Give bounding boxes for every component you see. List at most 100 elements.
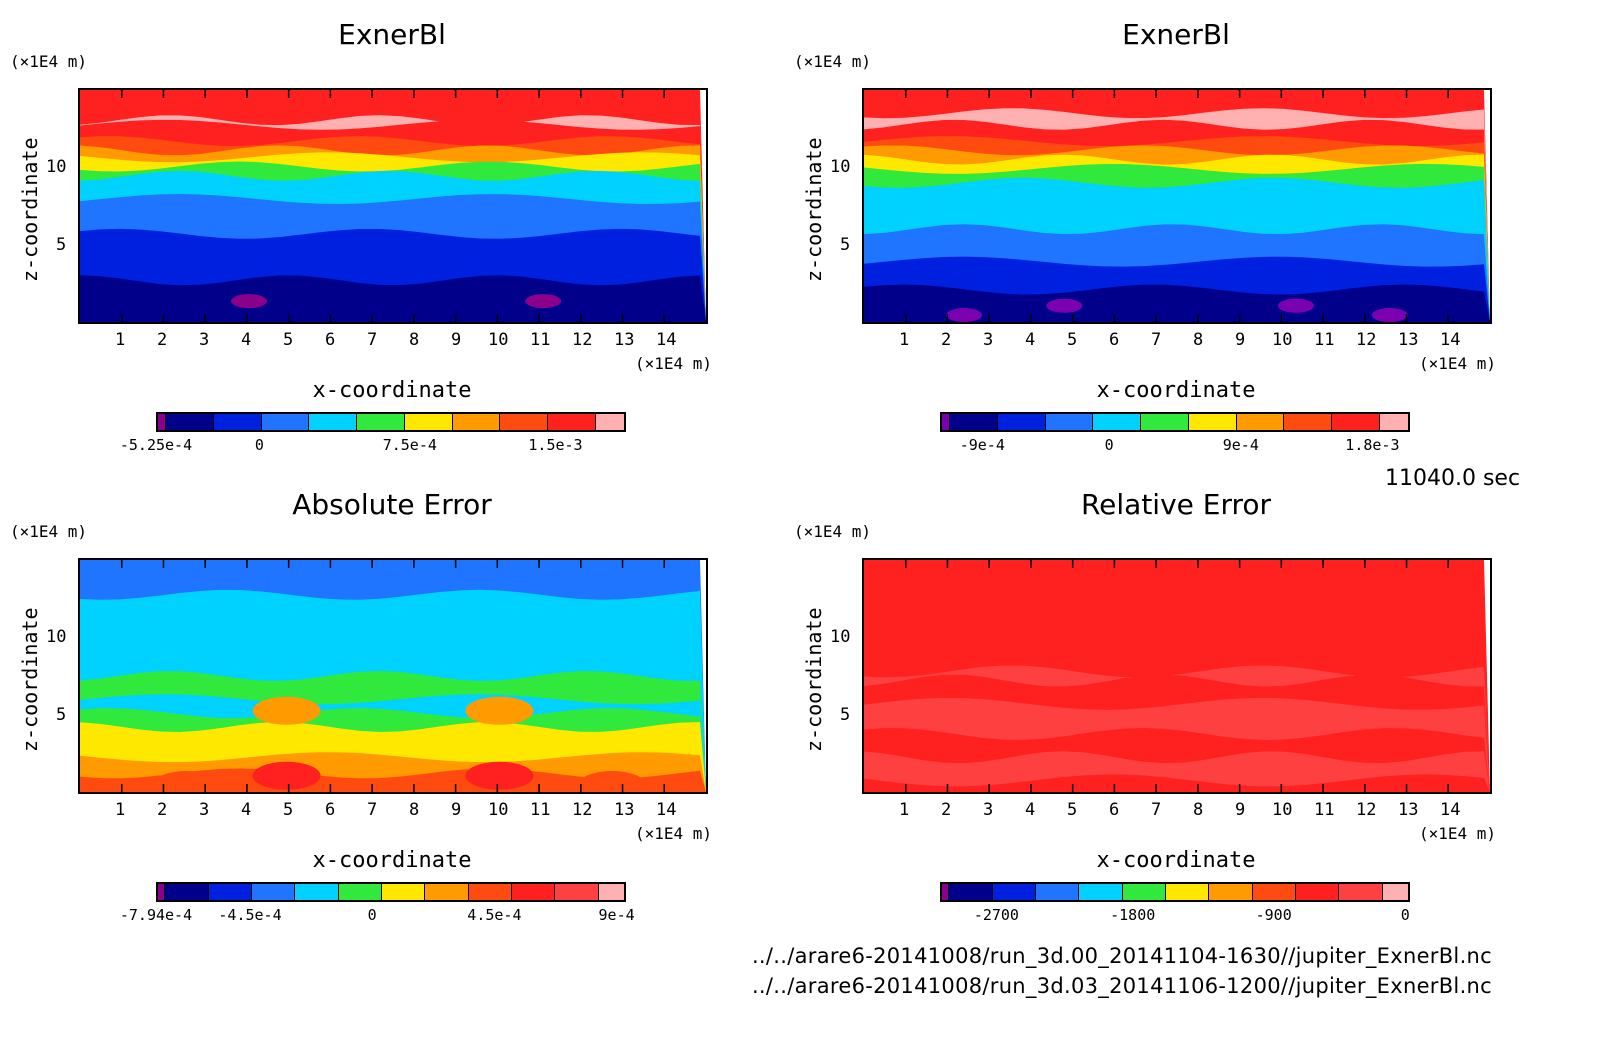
colorbar-swatch xyxy=(1382,884,1409,900)
colorbar-swatch xyxy=(309,414,358,430)
x-tick-label: 8 xyxy=(1193,330,1204,350)
colorbar-swatch xyxy=(261,414,310,430)
x-tick-label: 12 xyxy=(572,330,593,350)
x-tick-label: 11 xyxy=(530,800,551,820)
colorbar-tick-label: -9e-4 xyxy=(959,436,1005,454)
colorbar-swatch xyxy=(598,884,625,900)
colorbar-swatch xyxy=(1379,414,1408,430)
contour-blob xyxy=(231,294,268,309)
x-tick-label: 11 xyxy=(1314,330,1335,350)
file-path-1: ../../arare6-20141008/run_3d.00_20141104… xyxy=(751,944,1492,968)
contour-field xyxy=(80,90,706,322)
y-tick-label: 5 xyxy=(56,235,67,256)
x-axis-label: x-coordinate xyxy=(1096,378,1256,403)
panel-2: ExnerBl (×1E4 m) z-coordinate 1 2 3 4 5 6 7 8 9 10 11… xyxy=(784,0,1544,470)
panel-1: ExnerBl (×1E4 m) z-coordinate 1 2 3 4 5 6 7 8 9 10 11… xyxy=(0,0,760,470)
x-tick-label: 1 xyxy=(115,800,126,820)
colorbar-swatch xyxy=(158,884,166,900)
x-tick-label: 8 xyxy=(1193,800,1204,820)
colorbar-tick-label: -900 xyxy=(1255,906,1292,924)
x-tick-label: 12 xyxy=(1356,800,1377,820)
colorbar-swatch xyxy=(338,884,382,900)
contour-blob xyxy=(252,696,321,725)
x-tick-label: 11 xyxy=(1314,800,1335,820)
x-tick-label: 13 xyxy=(1398,800,1419,820)
y-axis-label: z-coordinate xyxy=(802,607,826,753)
y-tick-label: 10 xyxy=(830,626,851,647)
x-tick-label: 9 xyxy=(1235,330,1246,350)
x-tick-label: 5 xyxy=(1067,330,1078,350)
x-unit-label: (×1E4 m) xyxy=(635,354,713,373)
x-tick-label: 10 xyxy=(1272,800,1293,820)
colorbar-swatch xyxy=(997,414,1046,430)
colorbar-swatch xyxy=(942,414,951,430)
x-tick-label: 2 xyxy=(941,330,952,350)
x-tick-label: 9 xyxy=(451,330,462,350)
x-unit-label: (×1E4 m) xyxy=(1419,824,1497,843)
y-unit-label: (×1E4 m) xyxy=(794,52,872,71)
colorbar-swatch xyxy=(555,884,599,900)
x-tick-label: 14 xyxy=(656,800,677,820)
colorbar-tick-label: 0 xyxy=(1400,906,1410,924)
x-tick-label: 13 xyxy=(614,800,635,820)
colorbar-swatch xyxy=(1079,884,1123,900)
x-tick-label: 11 xyxy=(530,330,551,350)
x-tick-label: 13 xyxy=(614,330,635,350)
colorbar-swatch xyxy=(595,414,624,430)
contour-blob xyxy=(465,761,534,790)
y-tick-label: 5 xyxy=(840,705,851,726)
time-label: 11040.0 sec xyxy=(1385,466,1521,491)
contour-band xyxy=(864,284,1490,322)
y-tick-label: 10 xyxy=(46,156,67,177)
contour-blob xyxy=(1277,298,1314,313)
x-tick-label: 7 xyxy=(1151,800,1162,820)
x-tick-label: 2 xyxy=(157,330,168,350)
colorbar-swatch xyxy=(1188,414,1237,430)
colorbar-swatch xyxy=(165,884,209,900)
panel-title: ExnerBl xyxy=(338,18,446,51)
colorbar-swatch xyxy=(1295,884,1340,900)
contour-blob xyxy=(578,771,647,792)
x-tick-label: 7 xyxy=(1151,330,1162,350)
colorbar-swatch xyxy=(1284,414,1333,430)
file-path-2: ../../arare6-20141008/run_3d.03_20141106… xyxy=(751,974,1492,998)
x-tick-label: 14 xyxy=(1440,330,1461,350)
contour-blob xyxy=(1371,308,1408,322)
x-tick-label: 10 xyxy=(1272,330,1293,350)
colorbar-swatch xyxy=(511,884,556,900)
x-tick-label: 1 xyxy=(899,800,910,820)
y-axis-label: z-coordinate xyxy=(18,137,42,283)
colorbar-tick-label: 9e-4 xyxy=(1222,436,1259,454)
colorbar-tick-label: -5.25e-4 xyxy=(119,436,193,454)
y-axis-label: z-coordinate xyxy=(18,607,42,753)
x-axis-label: x-coordinate xyxy=(312,378,472,403)
plot-area xyxy=(78,88,708,324)
y-unit-label: (×1E4 m) xyxy=(10,522,88,541)
contour-blob xyxy=(1046,298,1083,313)
colorbar-tick-label: 1.5e-3 xyxy=(528,436,583,454)
colorbar-swatch xyxy=(992,884,1036,900)
colorbar xyxy=(940,412,1410,432)
x-tick-label: 7 xyxy=(367,800,378,820)
panel-title: Relative Error xyxy=(1080,488,1272,521)
colorbar-swatch xyxy=(381,884,426,900)
colorbar-swatch xyxy=(357,414,405,430)
x-tick-label: 1 xyxy=(115,330,126,350)
colorbar-swatch xyxy=(425,884,469,900)
x-tick-label: 3 xyxy=(199,330,210,350)
colorbar-tick-label: 0 xyxy=(367,906,377,924)
colorbar-swatch xyxy=(949,884,993,900)
x-tick-label: 4 xyxy=(1025,330,1036,350)
colorbar-swatch xyxy=(1122,884,1166,900)
colorbar-tick-label: -4.5e-4 xyxy=(218,906,282,924)
colorbar-swatch xyxy=(1252,884,1296,900)
colorbar-tick-label: 4.5e-4 xyxy=(467,906,522,924)
contour-blob xyxy=(465,696,534,725)
x-tick-label: 1 xyxy=(899,330,910,350)
colorbar-swatch xyxy=(468,884,512,900)
colorbar-swatch xyxy=(1236,414,1285,430)
colorbar-swatch xyxy=(208,884,252,900)
panel-title: ExnerBl xyxy=(1122,18,1230,51)
x-tick-label: 7 xyxy=(367,330,378,350)
x-tick-label: 3 xyxy=(983,330,994,350)
